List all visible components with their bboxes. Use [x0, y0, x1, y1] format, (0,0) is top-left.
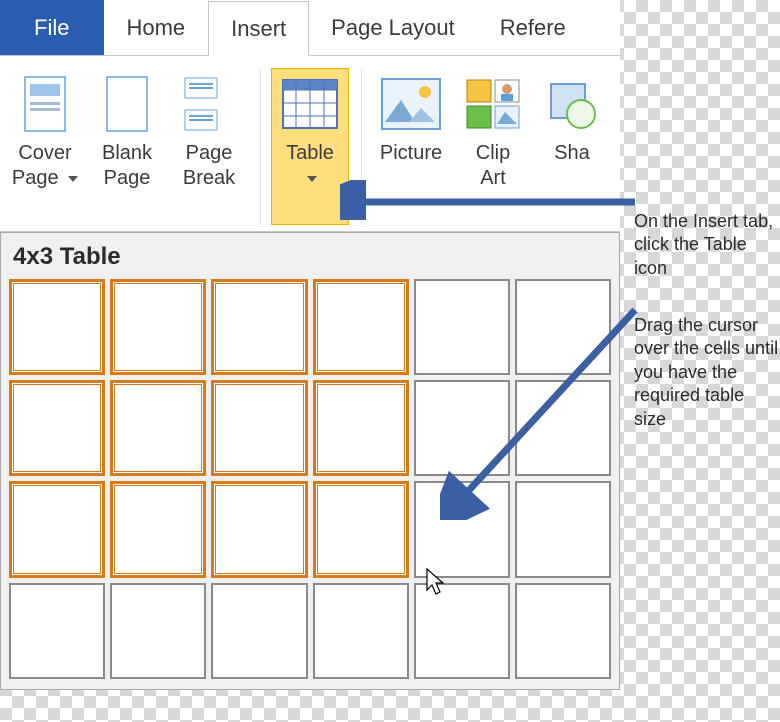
- picture-label: Picture: [380, 141, 442, 166]
- grid-cell[interactable]: [211, 380, 307, 476]
- shapes-button[interactable]: Sha: [536, 68, 608, 225]
- grid-cell[interactable]: [313, 279, 409, 375]
- page-break-label: Page Break: [183, 141, 235, 191]
- grid-cell[interactable]: [414, 279, 510, 375]
- grid-cell[interactable]: [515, 380, 611, 476]
- grid-cell[interactable]: [110, 583, 206, 679]
- grid-cell[interactable]: [414, 583, 510, 679]
- grid-cell[interactable]: [313, 583, 409, 679]
- blank-page-icon: [96, 73, 158, 135]
- grid-cell[interactable]: [110, 380, 206, 476]
- table-size-grid[interactable]: [1, 279, 619, 679]
- annotation-text-2: Drag the cursor over the cells until you…: [634, 314, 779, 431]
- clip-art-button[interactable]: Clip Art: [454, 68, 532, 225]
- table-label: Table: [286, 141, 334, 191]
- grid-cell[interactable]: [110, 279, 206, 375]
- picture-button[interactable]: Picture: [372, 68, 450, 225]
- grid-cell[interactable]: [515, 583, 611, 679]
- picture-icon: [380, 73, 442, 135]
- shapes-label: Sha: [554, 141, 590, 166]
- grid-cell[interactable]: [9, 380, 105, 476]
- grid-cell[interactable]: [9, 481, 105, 577]
- grid-cell[interactable]: [9, 583, 105, 679]
- dropdown-caret-icon: [68, 176, 78, 182]
- ribbon-insert: Cover Page Blank Page: [0, 56, 620, 232]
- clip-art-label: Clip Art: [476, 141, 510, 191]
- grid-cell[interactable]: [9, 279, 105, 375]
- cover-page-icon: [14, 73, 76, 135]
- grid-cell[interactable]: [313, 380, 409, 476]
- group-pages: Cover Page Blank Page: [6, 68, 261, 225]
- blank-page-button[interactable]: Blank Page: [88, 68, 166, 225]
- clip-art-icon: [462, 73, 524, 135]
- grid-cell[interactable]: [211, 279, 307, 375]
- group-tables: Table: [265, 68, 362, 225]
- tab-references[interactable]: Refere: [478, 0, 589, 55]
- table-icon: [279, 73, 341, 135]
- grid-cell[interactable]: [313, 481, 409, 577]
- shapes-icon: [541, 73, 603, 135]
- grid-cell[interactable]: [110, 481, 206, 577]
- cover-page-label: Cover Page: [12, 141, 78, 191]
- tab-insert[interactable]: Insert: [208, 1, 309, 56]
- grid-cell[interactable]: [211, 481, 307, 577]
- grid-cell[interactable]: [515, 481, 611, 577]
- table-button[interactable]: Table: [271, 68, 349, 225]
- grid-cell[interactable]: [515, 279, 611, 375]
- table-size-dropdown: 4x3 Table: [0, 232, 620, 690]
- tab-file[interactable]: File: [0, 0, 104, 55]
- word-window: File Home Insert Page Layout Refere Cove…: [0, 0, 620, 232]
- annotation-text-1: On the Insert tab, click the Table icon: [634, 210, 779, 280]
- page-break-icon: [178, 73, 240, 135]
- grid-cell[interactable]: [414, 380, 510, 476]
- page-break-button[interactable]: Page Break: [170, 68, 248, 225]
- cover-page-button[interactable]: Cover Page: [6, 68, 84, 225]
- dropdown-caret-icon: [307, 176, 317, 182]
- tab-page-layout[interactable]: Page Layout: [309, 0, 478, 55]
- table-size-title: 4x3 Table: [1, 233, 619, 279]
- ribbon-tabstrip: File Home Insert Page Layout Refere: [0, 0, 620, 56]
- tab-home[interactable]: Home: [104, 0, 208, 55]
- blank-page-label: Blank Page: [102, 141, 152, 191]
- grid-cell[interactable]: [414, 481, 510, 577]
- grid-cell[interactable]: [211, 583, 307, 679]
- group-illustrations: Picture Clip Art: [366, 68, 620, 225]
